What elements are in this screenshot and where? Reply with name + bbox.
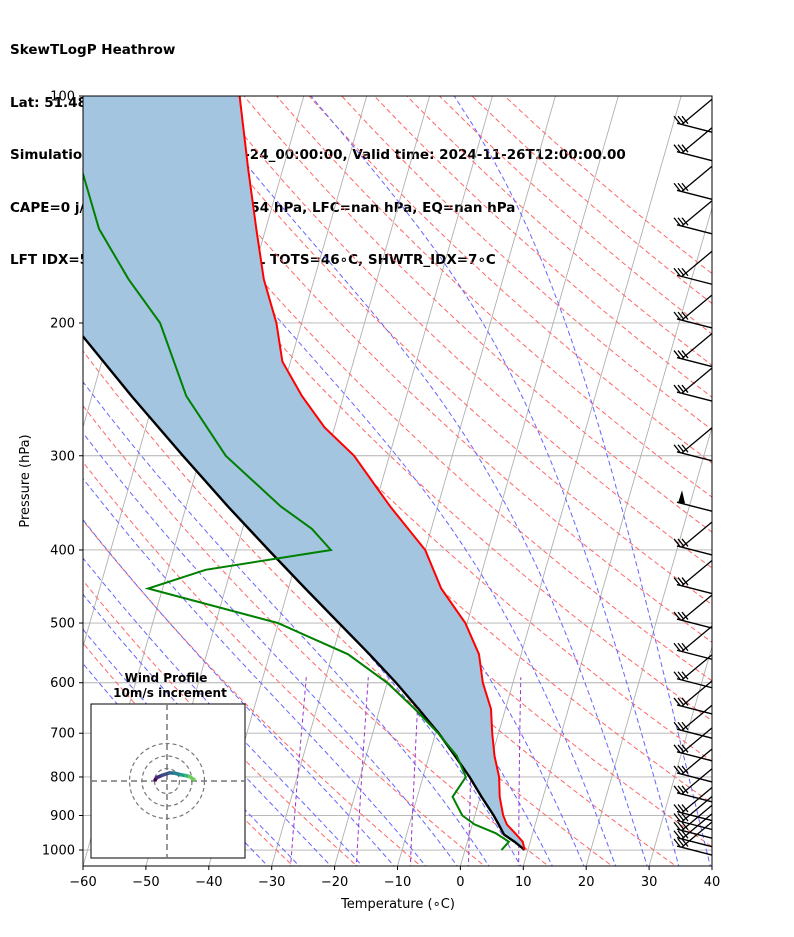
isotherm-line bbox=[334, 96, 556, 866]
x-tick-label: −40 bbox=[195, 875, 222, 890]
isotherm-line bbox=[585, 425, 712, 866]
moist-adiabat-line bbox=[83, 628, 300, 866]
wind-barbs bbox=[673, 98, 713, 856]
y-axis-label: Pressure (hPa) bbox=[18, 434, 33, 527]
y-tick-label: 800 bbox=[50, 770, 75, 785]
wind-barb bbox=[673, 427, 713, 462]
wind-barb bbox=[673, 654, 713, 689]
dry-adiabat-line bbox=[83, 97, 712, 722]
wind-barb bbox=[673, 748, 713, 783]
y-tick-label: 100 bbox=[50, 90, 75, 105]
isotherm-line bbox=[271, 96, 493, 866]
moist-adiabat-line bbox=[101, 96, 617, 866]
x-axis-label: Temperature (∘C) bbox=[340, 897, 455, 912]
isotherm-line bbox=[648, 645, 712, 866]
wind-barb bbox=[673, 625, 713, 660]
wind-barb bbox=[673, 704, 713, 739]
wind-barb bbox=[673, 727, 713, 762]
wind-profile-inset: Wind Profile 10m/s increment bbox=[90, 671, 246, 859]
y-tick-label: 900 bbox=[50, 809, 75, 824]
cape-fill-area bbox=[83, 96, 525, 850]
dry-adiabat-line bbox=[276, 96, 712, 498]
dewpoint-line bbox=[83, 170, 511, 851]
wind-barb bbox=[673, 768, 713, 803]
y-tick-label: 500 bbox=[50, 617, 75, 632]
x-tick-label: −60 bbox=[69, 875, 96, 890]
isotherm-line bbox=[459, 96, 682, 866]
wind-barb bbox=[673, 787, 713, 822]
wind-barb bbox=[673, 333, 713, 368]
dry-adiabat-line bbox=[145, 96, 712, 643]
moist-adiabat-line bbox=[83, 169, 585, 866]
dry-adiabat-line bbox=[83, 404, 550, 866]
y-tick-label: 700 bbox=[50, 727, 75, 742]
y-tick-label: 300 bbox=[50, 449, 75, 464]
dry-adiabat-line bbox=[341, 96, 712, 431]
temperature-line bbox=[238, 96, 526, 851]
x-tick-label: −30 bbox=[258, 875, 285, 890]
x-tick-label: −10 bbox=[384, 875, 411, 890]
isotherm-line bbox=[397, 96, 619, 866]
y-tick-label: 400 bbox=[50, 543, 75, 558]
chart-title: SkewTLogP Heathrow bbox=[10, 42, 176, 58]
dry-adiabat-line bbox=[113, 96, 712, 682]
isotherm-line bbox=[711, 864, 712, 866]
hodograph-title: Wind Profile bbox=[125, 671, 208, 685]
y-tick-label: 1000 bbox=[42, 844, 75, 859]
wind-barb bbox=[673, 560, 713, 595]
dry-adiabat-line bbox=[83, 642, 294, 866]
x-tick-label: 0 bbox=[456, 875, 464, 890]
hodograph-subtitle: 10m/s increment bbox=[113, 686, 227, 700]
wind-barb bbox=[673, 821, 713, 856]
x-tick-label: 10 bbox=[515, 875, 532, 890]
x-tick-label: 40 bbox=[704, 875, 721, 890]
wind-barb bbox=[673, 165, 713, 200]
wind-barb bbox=[673, 250, 713, 285]
wind-barb bbox=[673, 127, 713, 162]
wind-barb bbox=[673, 294, 713, 329]
moist-adiabat-line bbox=[83, 593, 332, 866]
wind-barb bbox=[673, 98, 713, 133]
wind-barb bbox=[676, 490, 713, 512]
parcel-profile-line bbox=[83, 334, 526, 851]
moist-adiabat-line bbox=[453, 96, 711, 866]
moist-adiabat-line bbox=[83, 557, 363, 866]
dry-adiabat-line bbox=[83, 350, 613, 866]
axes: −60 −50 −40 −30 −20 −10 0 10 20 30 40 1000 900 800 700… bbox=[42, 90, 720, 891]
y-tick-label: 600 bbox=[50, 676, 75, 691]
dry-adiabat-line bbox=[504, 96, 712, 275]
dry-adiabat-line bbox=[83, 579, 358, 866]
wind-barb bbox=[673, 367, 713, 402]
wind-barb bbox=[673, 521, 713, 556]
y-tick-label: 200 bbox=[50, 316, 75, 331]
x-tick-label: −50 bbox=[132, 875, 159, 890]
dry-adiabat-line bbox=[178, 96, 712, 606]
cape-shading bbox=[83, 96, 525, 850]
moist-adiabat-line bbox=[83, 381, 490, 866]
dry-adiabat-line bbox=[373, 96, 712, 398]
wind-barb bbox=[673, 594, 713, 629]
dry-adiabat-line bbox=[83, 519, 422, 866]
dry-adiabat-line bbox=[308, 96, 712, 464]
x-tick-label: 20 bbox=[578, 875, 595, 890]
x-tick-label: 30 bbox=[641, 875, 658, 890]
wind-barb bbox=[673, 680, 713, 715]
sounding-profiles bbox=[83, 96, 526, 851]
dry-adiabat-line bbox=[83, 461, 486, 866]
moist-adiabat-line bbox=[191, 96, 648, 866]
hodograph-segment bbox=[187, 774, 196, 782]
wind-barb bbox=[673, 200, 713, 235]
moist-adiabat-line bbox=[83, 432, 458, 866]
mixing-ratio-line bbox=[355, 677, 369, 866]
x-tick-label: −20 bbox=[321, 875, 348, 890]
wind-barb bbox=[673, 804, 713, 839]
moist-adiabat-line bbox=[83, 477, 427, 866]
